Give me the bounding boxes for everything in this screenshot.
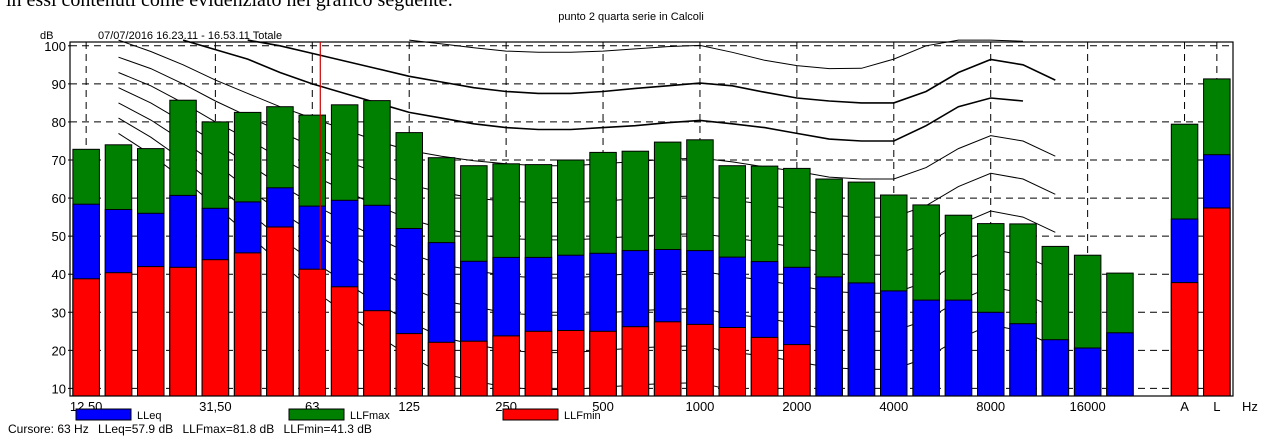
bar-llfmin [492, 335, 520, 397]
bar-lleq [815, 276, 843, 397]
x-axis-label: Hz [1242, 399, 1258, 414]
y-tick-label: 100 [44, 39, 66, 54]
legend-label: LLFmin [564, 410, 601, 422]
legend-label: LLFmax [350, 410, 390, 422]
y-tick-label: 40 [52, 267, 66, 282]
legend-swatch [288, 408, 345, 421]
legend: LLeq LLFmax LLFmin [75, 408, 601, 422]
bar-llfmin [783, 344, 811, 397]
bar-lleq [1041, 339, 1070, 397]
y-axis-label: dB [40, 30, 53, 42]
bar-lleq [1106, 332, 1134, 397]
y-tick-label: 20 [52, 343, 66, 358]
bar-llfmin [266, 226, 294, 397]
x-axis-ticks: 12,50 31,50 63 125 250 500 1000 2000 4000 8000 160… [70, 399, 1221, 414]
legend-label: LLeq [137, 410, 161, 422]
x-tick-label: 31,50 [199, 399, 232, 414]
bars [72, 78, 1231, 397]
x-tick-label: 1000 [685, 399, 714, 414]
bar-llfmin [750, 336, 779, 397]
y-tick-label: 70 [52, 153, 66, 168]
chart-subtitle: 07/07/2016 16.23.11 - 16.53.11 Totale [98, 30, 282, 42]
document-text-line: in essi contenuti come evidenziato nel g… [6, 0, 454, 11]
y-tick-label: 10 [52, 381, 66, 396]
status-cursor: Cursore: 63 Hz [8, 422, 89, 436]
legend-swatch [502, 408, 559, 421]
chart-title: punto 2 quarta serie in Calcoli [558, 11, 704, 23]
bar-lleq [977, 311, 1005, 397]
plot-border [69, 41, 1234, 397]
contour-line [182, 39, 1024, 142]
status-bar: Cursore: 63 Hz LLeq=57.9 dB LLFmax=81.8 … [8, 422, 378, 436]
bar-llfmin [395, 333, 423, 397]
bar-lleq [944, 299, 973, 397]
bar-lleq [847, 282, 876, 397]
bar-llfmin [72, 278, 100, 397]
y-tick-label: 60 [52, 191, 66, 206]
contour-line [118, 39, 1056, 180]
contour-line [247, 39, 1056, 104]
bar-llfmin [137, 266, 165, 397]
bar-llfmin [169, 266, 197, 397]
plot-frame [69, 41, 1234, 397]
bar-llfmin [686, 323, 714, 397]
bar-llfmin [557, 330, 585, 397]
contour-line [409, 39, 1024, 70]
bar-llfmin [524, 330, 553, 397]
x-tick-label: 4000 [879, 399, 908, 414]
y-tick-label: 30 [52, 305, 66, 320]
y-tick-label: 50 [52, 229, 66, 244]
status-llfmin: LLFmin=41.3 dB [283, 422, 372, 436]
x-tick-label: 2000 [782, 399, 811, 414]
bar-llfmin [104, 272, 133, 397]
bar-llfmin [427, 341, 456, 397]
bar-llfmin [298, 268, 326, 397]
x-tick-label: 8000 [976, 399, 1005, 414]
bar-llfmin [1203, 207, 1231, 397]
bar-lleq [1073, 347, 1102, 397]
bar-llfmin [233, 252, 262, 397]
bar-llfmin [718, 327, 746, 397]
bar-llfmin [589, 330, 617, 397]
x-tick-label: 500 [592, 399, 614, 414]
bar-llfmin [330, 286, 359, 397]
status-lleq: LLeq=57.9 dB [98, 422, 174, 436]
x-tick-label: 125 [398, 399, 420, 414]
y-tick-label: 80 [52, 115, 66, 130]
bar-llfmin [201, 259, 230, 397]
bar-lleq [880, 290, 908, 397]
x-tick-label: 16000 [1070, 399, 1106, 414]
bar-lleq [912, 299, 940, 397]
y-tick-label: 90 [52, 77, 66, 92]
x-tick-label: L [1213, 399, 1220, 414]
bar-llfmin [653, 321, 682, 397]
bar-llfmin [1170, 282, 1199, 397]
status-llfmax: LLFmax=81.8 dB [182, 422, 275, 436]
legend-swatch [75, 408, 132, 421]
bar-lleq [1009, 323, 1037, 397]
y-axis-ticks: 10 20 30 40 50 60 70 80 90 100 [44, 39, 70, 396]
bar-llfmin [363, 310, 391, 397]
bar-llfmin [460, 340, 488, 397]
bar-llfmin [621, 326, 650, 397]
x-tick-label: A [1180, 399, 1189, 414]
